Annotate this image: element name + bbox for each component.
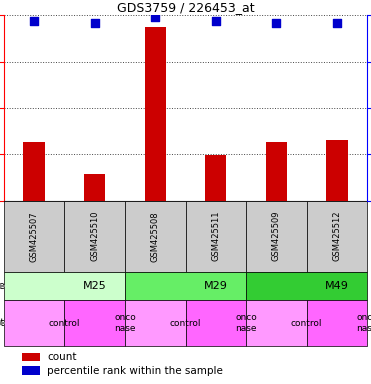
Point bbox=[273, 20, 279, 26]
Title: GDS3759 / 226453_at: GDS3759 / 226453_at bbox=[117, 1, 254, 14]
Bar bbox=[205, 155, 226, 200]
Bar bbox=[266, 142, 287, 200]
Bar bbox=[145, 27, 166, 200]
Bar bbox=[22, 353, 40, 361]
Text: M25: M25 bbox=[83, 281, 106, 291]
Text: control: control bbox=[291, 319, 322, 328]
Bar bbox=[64, 300, 125, 346]
Text: cell line: cell line bbox=[0, 281, 5, 291]
Bar bbox=[246, 300, 307, 346]
Text: onco
nase: onco nase bbox=[235, 313, 257, 333]
Point bbox=[213, 18, 219, 24]
Text: GSM425510: GSM425510 bbox=[90, 211, 99, 262]
Point bbox=[152, 14, 158, 20]
Text: control: control bbox=[170, 319, 201, 328]
Bar bbox=[186, 300, 246, 346]
Point bbox=[31, 18, 37, 24]
Bar bbox=[307, 300, 367, 346]
Text: percentile rank within the sample: percentile rank within the sample bbox=[47, 366, 223, 376]
Bar bbox=[22, 366, 40, 375]
Bar bbox=[64, 200, 125, 272]
Text: GSM425507: GSM425507 bbox=[30, 211, 39, 262]
Bar bbox=[246, 272, 367, 300]
Bar bbox=[125, 200, 186, 272]
Text: M29: M29 bbox=[204, 281, 228, 291]
Text: GSM425511: GSM425511 bbox=[211, 211, 220, 262]
Bar bbox=[84, 174, 105, 200]
Bar bbox=[307, 200, 367, 272]
Text: onco
nase: onco nase bbox=[114, 313, 136, 333]
Bar bbox=[125, 272, 246, 300]
Point bbox=[334, 20, 340, 26]
Bar bbox=[326, 141, 348, 200]
Text: agent: agent bbox=[0, 318, 5, 328]
Text: GSM425509: GSM425509 bbox=[272, 211, 281, 262]
Bar bbox=[23, 142, 45, 200]
Text: M49: M49 bbox=[325, 281, 349, 291]
Bar bbox=[246, 200, 307, 272]
Text: GSM425508: GSM425508 bbox=[151, 211, 160, 262]
Text: control: control bbox=[49, 319, 80, 328]
Text: onco
nase: onco nase bbox=[357, 313, 371, 333]
Text: GSM425512: GSM425512 bbox=[332, 211, 341, 262]
Bar bbox=[4, 300, 64, 346]
Bar bbox=[4, 272, 125, 300]
Bar bbox=[125, 300, 186, 346]
Text: count: count bbox=[47, 352, 77, 362]
Bar bbox=[4, 200, 64, 272]
Point bbox=[92, 20, 98, 26]
Bar bbox=[186, 200, 246, 272]
